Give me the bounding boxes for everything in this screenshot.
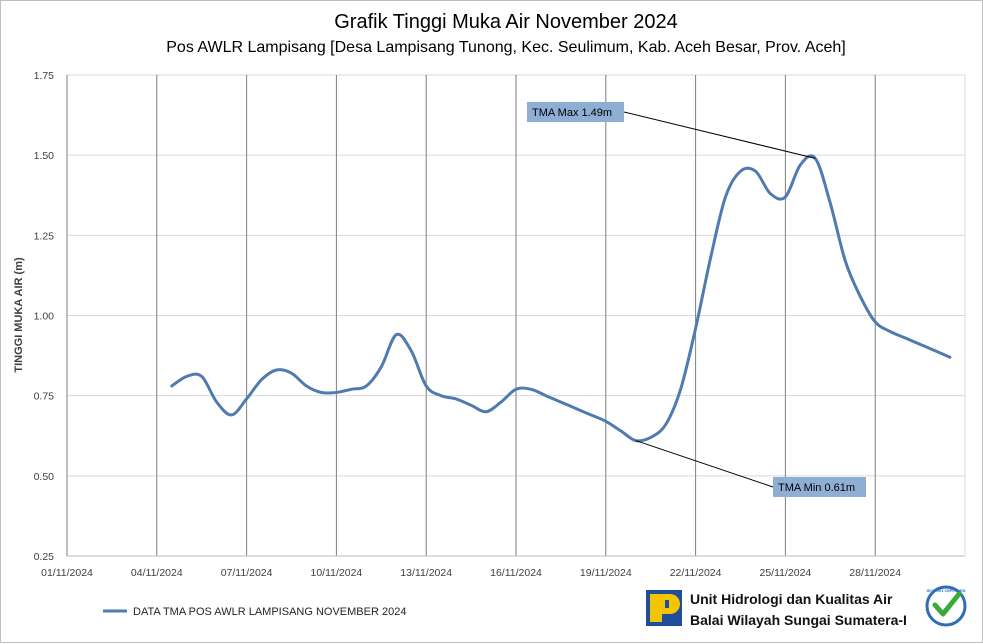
legend-label: DATA TMA POS AWLR LAMPISANG NOVEMBER 202… [133,606,406,618]
org-line-2: Balai Wilayah Sungai Sumatera-I [690,612,907,628]
x-tick-label: 22/11/2024 [670,567,722,579]
x-axis-tick-labels: 01/11/2024 04/11/2024 07/11/2024 10/11/2024… [41,567,901,579]
x-tick-label: 04/11/2024 [131,567,183,579]
vertical-gridlines [66,75,966,556]
y-axis-label: TINGGI MUKA AIR (m) [13,257,25,373]
y-axis-tick-labels: 0.25 0.50 0.75 1.00 1.25 1.50 1.75 [34,70,55,563]
y-tick-label: 0.25 [34,551,55,563]
legend: DATA TMA POS AWLR LAMPISANG NOVEMBER 202… [103,606,406,618]
x-tick-label: 07/11/2024 [221,567,273,579]
badge-text: ISO 9001 CERTIFIED [926,588,965,593]
annotation-min-leader [635,440,774,488]
y-tick-label: 1.50 [34,150,55,162]
x-tick-label: 13/11/2024 [400,567,452,579]
chart-title: Grafik Tinggi Muka Air November 2024 [334,11,678,33]
annotation-max-label: TMA Max 1.49m [532,107,612,119]
annotations: TMA Max 1.49m TMA Min 0.61m [527,102,866,497]
y-tick-label: 1.75 [34,70,55,82]
x-tick-label: 19/11/2024 [580,567,632,579]
annotation-max-box [527,102,624,122]
annotation-min-label: TMA Min 0.61m [778,482,855,494]
y-tick-label: 1.00 [34,311,55,323]
org-line-1: Unit Hidrologi dan Kualitas Air [690,591,893,607]
x-tick-label: 28/11/2024 [849,567,901,579]
annotation-max-leader [623,111,816,159]
series-line-tma [170,154,952,443]
chart-subtitle: Pos AWLR Lampisang [Desa Lampisang Tunon… [166,39,845,56]
x-tick-label: 10/11/2024 [311,567,363,579]
x-tick-label: 25/11/2024 [760,567,812,579]
y-tick-label: 0.75 [34,391,55,403]
certified-check-icon: ISO 9001 CERTIFIED [925,585,967,627]
pu-logo-icon [646,590,682,626]
annotation-min-box [773,477,866,497]
y-tick-label: 0.50 [34,471,55,483]
x-tick-label: 01/11/2024 [41,567,93,579]
y-tick-label: 1.25 [34,230,55,242]
x-tick-label: 16/11/2024 [490,567,542,579]
